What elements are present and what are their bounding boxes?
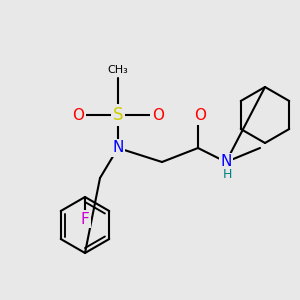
Text: N: N bbox=[112, 140, 124, 155]
Text: N: N bbox=[220, 154, 232, 169]
Text: O: O bbox=[152, 107, 164, 122]
Text: CH₃: CH₃ bbox=[108, 65, 128, 75]
Text: O: O bbox=[194, 109, 206, 124]
Text: S: S bbox=[113, 106, 123, 124]
Text: F: F bbox=[81, 212, 89, 226]
Text: H: H bbox=[222, 167, 232, 181]
Text: O: O bbox=[72, 107, 84, 122]
